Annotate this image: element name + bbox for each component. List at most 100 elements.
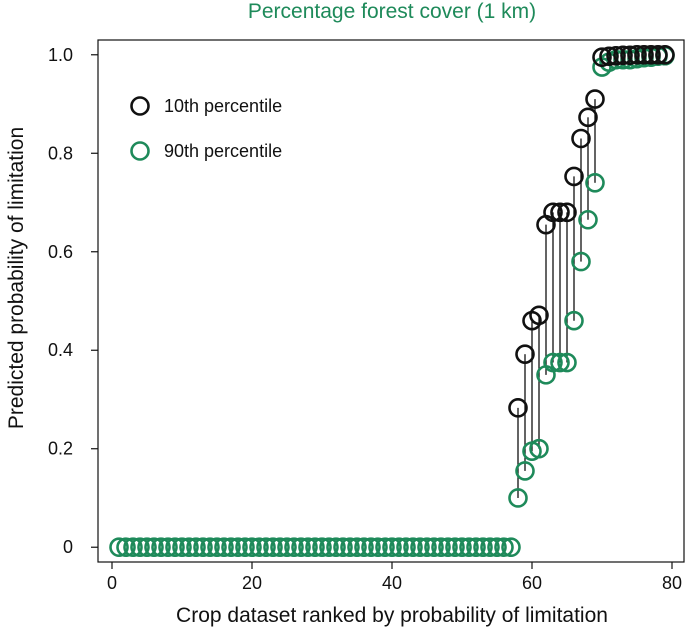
point-90th [529,438,549,459]
point-90th [417,537,437,558]
point-10th [655,44,675,65]
point-90th [256,537,276,558]
point-90th [165,537,185,558]
point-10th [578,107,598,128]
point-90th [424,537,444,558]
point-90th [242,537,262,558]
point-90th [571,251,591,272]
point-90th [375,537,395,558]
point-90th [235,537,255,558]
point-90th [305,537,325,558]
point-90th [515,461,535,481]
point-90th [480,537,500,558]
point-90th [151,537,171,558]
point-10th [571,128,591,149]
point-90th [298,537,318,558]
point-90th [473,537,493,558]
point-90th [389,537,409,558]
point-90th [186,537,206,558]
legend-marker-90th [130,141,150,161]
point-90th [564,310,584,331]
plot-frame [97,39,685,563]
point-90th [326,537,346,558]
point-10th [508,398,528,418]
point-10th [529,305,549,326]
point-90th [557,352,577,373]
point-90th [438,537,458,558]
point-10th [515,344,535,364]
point-10th [648,44,668,65]
point-90th [207,537,227,558]
point-90th [459,537,479,558]
point-90th [228,537,248,558]
y-tick-label: 0.2 [48,439,73,459]
point-10th [564,166,584,187]
point-90th [410,537,430,558]
point-90th [403,537,423,558]
point-90th [333,537,353,558]
point-90th [158,537,178,558]
point-90th [382,537,402,558]
point-90th [123,537,143,558]
point-10th [613,45,633,66]
point-10th [606,45,626,66]
y-tick-label: 1.0 [48,45,73,65]
x-tick-label: 80 [662,573,682,593]
point-90th [494,537,514,558]
legend-marker-10th [130,96,150,116]
series-10th-percentile [508,44,675,418]
point-90th [431,537,451,558]
x-axis-label: Crop dataset ranked by probability of li… [176,604,608,627]
x-tick-label: 0 [107,573,117,593]
point-90th [193,537,213,558]
point-90th [340,537,360,558]
point-10th [592,47,612,68]
point-90th [284,537,304,558]
x-tick-label: 60 [522,573,542,593]
point-90th [200,537,220,558]
x-tick-label: 20 [242,573,262,593]
point-10th [550,202,570,223]
point-90th [466,537,486,558]
point-90th [144,537,164,558]
point-10th [543,202,563,223]
point-10th [620,45,640,66]
point-90th [249,537,269,558]
point-10th [641,44,661,65]
point-90th [361,537,381,558]
point-90th [578,209,598,230]
point-90th [445,537,465,558]
point-90th [172,537,192,558]
series-90th-percentile [109,45,675,558]
y-tick-label: 0 [63,537,73,557]
y-tick-label: 0.4 [48,340,73,360]
point-90th [354,537,374,558]
point-90th [501,537,521,558]
point-10th [599,46,619,67]
point-90th [585,173,605,193]
point-10th [627,44,647,65]
legend-label-10th: 10th percentile [164,96,282,116]
point-90th [368,537,388,558]
point-90th [312,537,332,558]
point-90th [137,537,157,558]
point-10th [557,202,577,223]
point-90th [179,537,199,558]
point-90th [508,488,528,508]
legend: 10th percentile 90th percentile [130,96,282,161]
y-tick-label: 0.6 [48,242,73,262]
connector-lines [517,54,652,498]
point-90th [550,352,570,373]
point-90th [396,537,416,558]
y-axis-ticks: 0 0.2 0.4 0.6 0.8 1.0 [48,45,98,557]
legend-label-90th: 90th percentile [164,141,282,161]
point-90th [130,537,150,558]
point-90th [319,537,339,558]
chart-title: Percentage forest cover (1 km) [247,0,537,23]
point-90th [543,352,563,373]
point-90th [277,537,297,558]
x-tick-label: 40 [382,573,402,593]
point-90th [109,537,129,558]
y-tick-label: 0.8 [48,143,73,163]
